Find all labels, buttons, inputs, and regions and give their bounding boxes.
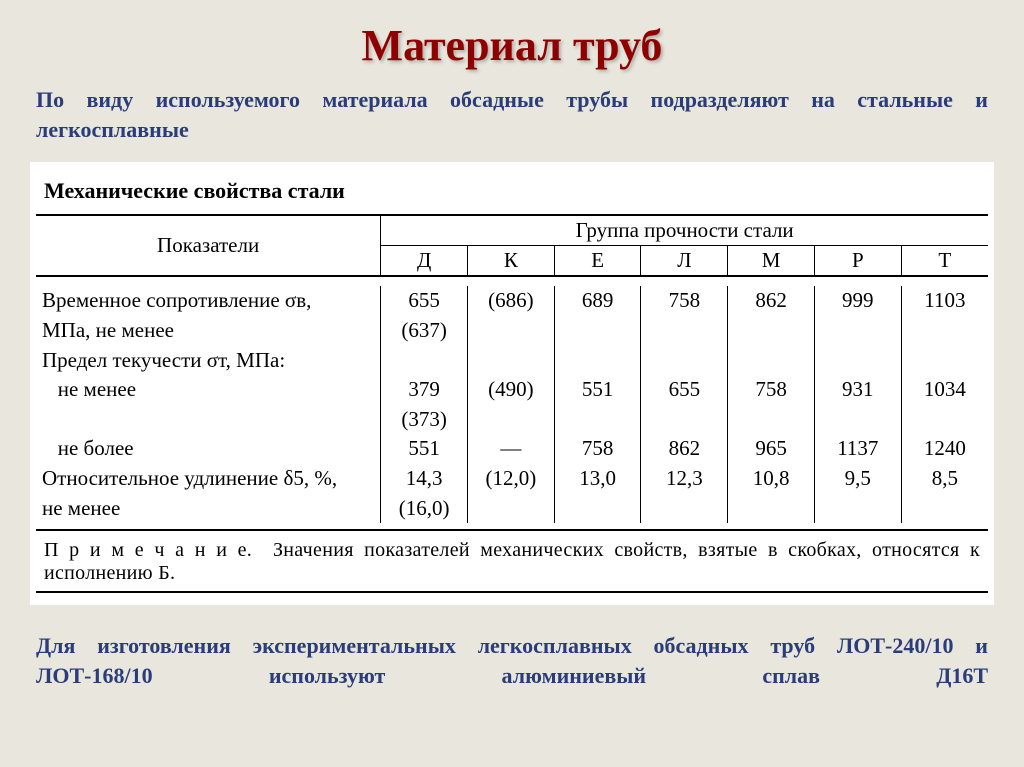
- cell: 12,3: [641, 464, 728, 494]
- cell: [728, 316, 815, 346]
- table-row: (373): [36, 405, 988, 435]
- cell: [814, 316, 901, 346]
- cell: 655: [381, 286, 468, 316]
- table-title: Механические свойства стали: [36, 174, 988, 214]
- grp-1: К: [468, 246, 555, 277]
- cell: 379: [381, 375, 468, 405]
- cell: 551: [554, 375, 641, 405]
- cell: [554, 316, 641, 346]
- cell: (12,0): [468, 464, 555, 494]
- table-row: Относительное удлинение δ5, %, 14,3 (12,…: [36, 464, 988, 494]
- cell: 551: [381, 434, 468, 464]
- grp-4: М: [728, 246, 815, 277]
- cell: (686): [468, 286, 555, 316]
- cell: 862: [641, 434, 728, 464]
- cell: 1103: [901, 286, 988, 316]
- row0-label2: МПа, не менее: [36, 316, 381, 346]
- cell: [641, 316, 728, 346]
- cell: 689: [554, 286, 641, 316]
- cell: 14,3: [381, 464, 468, 494]
- grp-3: Л: [641, 246, 728, 277]
- cell: 13,0: [554, 464, 641, 494]
- row4-label2: не менее: [36, 494, 381, 524]
- row4-label1: Относительное удлинение δ5, %,: [36, 464, 381, 494]
- col-indicator: Показатели: [36, 215, 381, 276]
- row3-label: не более: [36, 434, 381, 464]
- cell: 931: [814, 375, 901, 405]
- cell: 1137: [814, 434, 901, 464]
- cell: [901, 316, 988, 346]
- grp-6: Т: [901, 246, 988, 277]
- cell: 758: [554, 434, 641, 464]
- cell: (16,0): [381, 494, 468, 524]
- footer-text: Для изготовления экспериментальных легко…: [30, 631, 994, 690]
- cell: 999: [814, 286, 901, 316]
- cell: 965: [728, 434, 815, 464]
- cell: (373): [381, 405, 468, 435]
- table-note: П р и м е ч а н и е. Значения показателе…: [36, 529, 988, 585]
- cell: 8,5: [901, 464, 988, 494]
- subtitle-text: По виду используемого материала обсадные…: [30, 85, 994, 144]
- table-row: не менее 379 (490) 551 655 758 931 1034: [36, 375, 988, 405]
- row1-label: Предел текучести σт, МПа:: [36, 346, 381, 376]
- cell: [468, 316, 555, 346]
- cell: 1240: [901, 434, 988, 464]
- divider: [36, 591, 988, 593]
- table-row: не более 551 — 758 862 965 1137 1240: [36, 434, 988, 464]
- grp-0: Д: [381, 246, 468, 277]
- cell: 655: [641, 375, 728, 405]
- page-title: Материал труб: [30, 20, 994, 71]
- row0-label1: Временное сопротивление σв,: [36, 286, 381, 316]
- cell: 758: [641, 286, 728, 316]
- cell: 758: [728, 375, 815, 405]
- slide: Материал труб По виду используемого мате…: [0, 0, 1024, 767]
- cell: (637): [381, 316, 468, 346]
- cell: —: [468, 434, 555, 464]
- properties-table: Показатели Группа прочности стали Д К Е …: [36, 214, 988, 523]
- cell: 862: [728, 286, 815, 316]
- table-container: Механические свойства стали Показатели Г…: [30, 162, 994, 605]
- table-row: не менее (16,0): [36, 494, 988, 524]
- cell: 9,5: [814, 464, 901, 494]
- grp-2: Е: [554, 246, 641, 277]
- grp-5: Р: [814, 246, 901, 277]
- cell: (490): [468, 375, 555, 405]
- cell: 1034: [901, 375, 988, 405]
- table-row: Временное сопротивление σв, 655 (686) 68…: [36, 286, 988, 316]
- table-row: Предел текучести σт, МПа:: [36, 346, 988, 376]
- cell: 10,8: [728, 464, 815, 494]
- table-row: МПа, не менее (637): [36, 316, 988, 346]
- col-group-span: Группа прочности стали: [381, 215, 988, 246]
- row2-label: не менее: [36, 375, 381, 405]
